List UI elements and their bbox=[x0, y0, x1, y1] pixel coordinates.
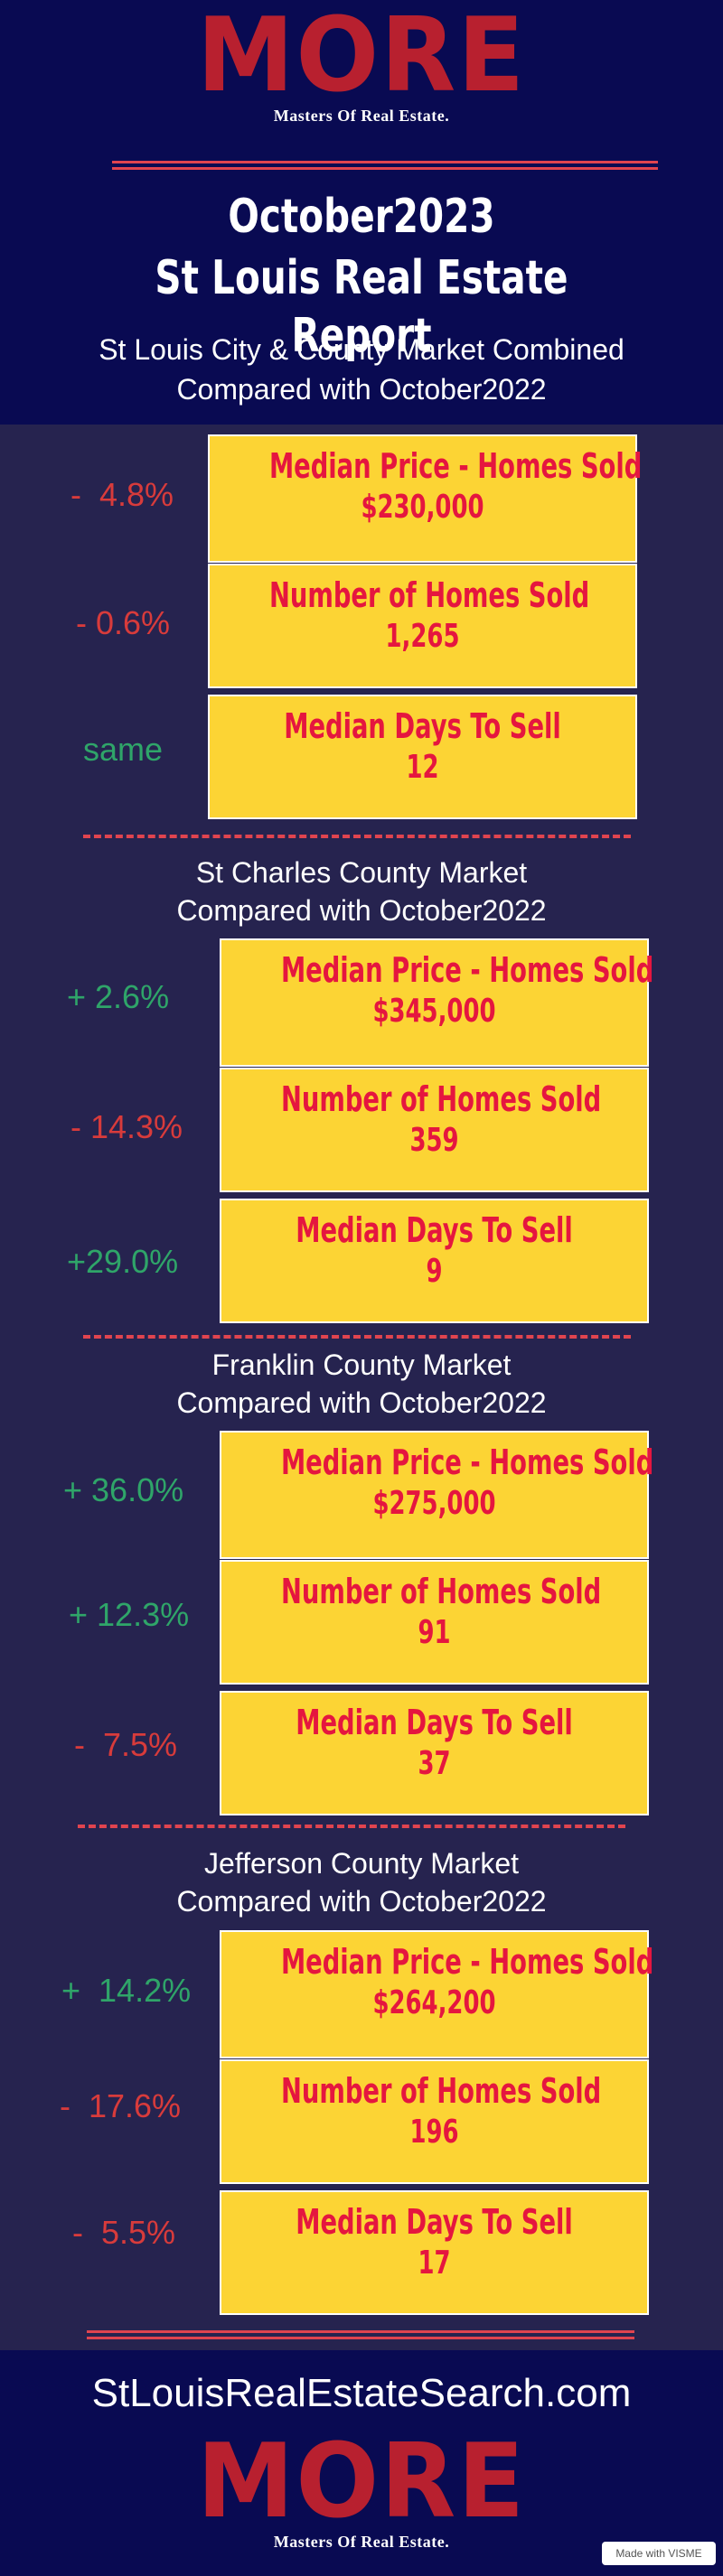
metric-value: $264,200 bbox=[372, 1984, 496, 2021]
metric-label: Median Price - Homes Sold bbox=[280, 1442, 654, 1482]
section-title: Franklin County Market bbox=[211, 1349, 512, 1381]
metric-value: 17 bbox=[418, 2245, 451, 2282]
made-with-badge[interactable]: Made with VISME bbox=[602, 2542, 716, 2565]
metric-box-median-price: Median Price - Homes Sold $230,000 bbox=[208, 434, 643, 563]
logo: MORE Masters Of Real Estate. bbox=[0, 0, 723, 126]
comparison-subtitle: Compared with October2022 bbox=[176, 373, 547, 406]
section-title: St Charles County Market bbox=[195, 856, 528, 889]
metric-label: Median Days To Sell bbox=[296, 2202, 573, 2242]
footer-banner bbox=[0, 2350, 723, 2576]
metric-box-days-to-sell: Median Days To Sell 17 bbox=[220, 2190, 649, 2315]
market-subtitle: St Louis City & County Market Combined bbox=[99, 333, 624, 366]
logo-tagline: Masters Of Real Estate. bbox=[273, 2533, 450, 2551]
metric-box-median-price: Median Price - Homes Sold $275,000 bbox=[220, 1431, 654, 1559]
section-divider bbox=[83, 1335, 631, 1339]
metric-value: 359 bbox=[409, 1122, 459, 1159]
footer-logo: MORE Masters Of Real Estate. bbox=[0, 2422, 723, 2552]
logo-wordmark: MORE bbox=[196, 2422, 527, 2542]
footer-rule-top bbox=[87, 2330, 634, 2333]
metric-label: Median Price - Homes Sold bbox=[280, 950, 654, 990]
section-subtitle: Compared with October2022 bbox=[176, 1386, 547, 1419]
metric-box-median-price: Median Price - Homes Sold $345,000 bbox=[220, 938, 654, 1067]
logo-tagline: Masters Of Real Estate. bbox=[273, 107, 450, 125]
metric-box-homes-sold: Number of Homes Sold 91 bbox=[220, 1560, 649, 1685]
change-homes-sold: - 14.3% bbox=[70, 1108, 183, 1145]
metric-label: Median Price - Homes Sold bbox=[280, 1942, 654, 1982]
section-subtitle: Compared with October2022 bbox=[176, 1885, 547, 1918]
logo-wordmark: MORE bbox=[196, 0, 527, 116]
report-title-month: October2023 bbox=[228, 190, 495, 244]
metric-label: Number of Homes Sold bbox=[268, 575, 590, 615]
metric-box-homes-sold: Number of Homes Sold 359 bbox=[220, 1068, 649, 1192]
section-title: Jefferson County Market bbox=[203, 1847, 519, 1880]
change-median-price: + 36.0% bbox=[63, 1471, 184, 1508]
website-link[interactable]: StLouisRealEstateSearch.com bbox=[91, 2371, 632, 2415]
section-subtitle: Compared with October2022 bbox=[176, 894, 547, 927]
metric-box-median-price: Median Price - Homes Sold $264,200 bbox=[220, 1930, 654, 2058]
metric-value: $230,000 bbox=[361, 489, 484, 526]
metric-value: 9 bbox=[426, 1253, 443, 1290]
header-banner bbox=[0, 0, 723, 425]
metric-value: 196 bbox=[409, 2114, 459, 2151]
metric-box-homes-sold: Number of Homes Sold 1,265 bbox=[208, 564, 637, 688]
metric-label: Median Days To Sell bbox=[284, 706, 561, 746]
metric-label: Number of Homes Sold bbox=[280, 2071, 602, 2111]
change-median-price: - 4.8% bbox=[70, 476, 174, 513]
change-days-to-sell: +29.0% bbox=[67, 1243, 179, 1280]
change-homes-sold: - 17.6% bbox=[60, 2087, 182, 2124]
footer-rule-bottom bbox=[87, 2337, 634, 2339]
metric-value: 91 bbox=[418, 1614, 451, 1651]
metric-label: Number of Homes Sold bbox=[280, 1079, 602, 1119]
metric-label: Median Days To Sell bbox=[296, 1703, 573, 1742]
metric-label: Median Price - Homes Sold bbox=[268, 446, 643, 486]
metric-value: $345,000 bbox=[372, 993, 496, 1030]
metric-box-days-to-sell: Median Days To Sell 12 bbox=[208, 695, 637, 819]
change-days-to-sell: same bbox=[83, 731, 164, 768]
change-days-to-sell: - 5.5% bbox=[72, 2214, 176, 2251]
change-homes-sold: - 0.6% bbox=[76, 604, 171, 641]
metric-box-days-to-sell: Median Days To Sell 37 bbox=[220, 1691, 649, 1815]
change-days-to-sell: - 7.5% bbox=[74, 1726, 178, 1763]
change-median-price: + 14.2% bbox=[61, 1972, 192, 2009]
section-divider bbox=[83, 835, 631, 838]
report-title: St Louis Real Estate Report bbox=[155, 251, 568, 363]
metric-value: 1,265 bbox=[385, 618, 460, 655]
metric-label: Median Days To Sell bbox=[296, 1210, 573, 1250]
metric-value: 37 bbox=[418, 1745, 451, 1782]
header-rule-bottom bbox=[112, 167, 658, 170]
metric-label: Number of Homes Sold bbox=[280, 1572, 602, 1611]
metric-box-days-to-sell: Median Days To Sell 9 bbox=[220, 1199, 649, 1323]
section-divider bbox=[78, 1825, 625, 1828]
header-rule-top bbox=[112, 161, 658, 163]
change-homes-sold: + 12.3% bbox=[69, 1596, 190, 1633]
metric-box-homes-sold: Number of Homes Sold 196 bbox=[220, 2059, 649, 2184]
metric-value: 12 bbox=[406, 749, 439, 786]
change-median-price: + 2.6% bbox=[67, 978, 170, 1015]
metric-value: $275,000 bbox=[372, 1485, 496, 1522]
